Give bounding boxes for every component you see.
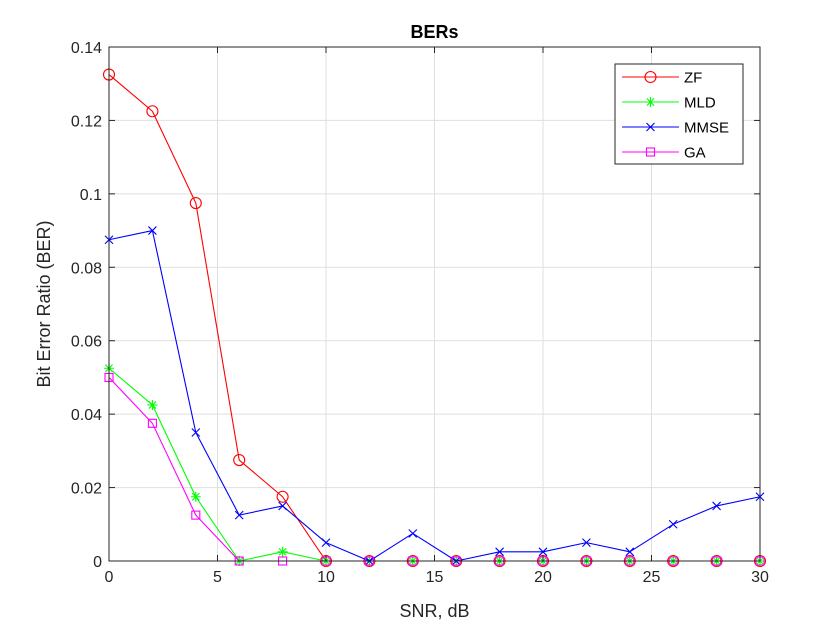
data-point-zf bbox=[189, 196, 202, 210]
x-tick-label: 5 bbox=[213, 569, 222, 586]
x-tick-label: 30 bbox=[751, 569, 769, 586]
legend-marker-zf bbox=[644, 70, 657, 84]
y-tick-label: 0.14 bbox=[71, 40, 102, 57]
data-point-mmse bbox=[408, 529, 418, 538]
legend-marker-mld bbox=[645, 97, 656, 107]
y-tick-label: 0.02 bbox=[71, 481, 102, 498]
legend: ZF MLD MMSE GA bbox=[614, 63, 744, 165]
legend-item-mld: MLD bbox=[622, 95, 716, 112]
data-point-ga bbox=[191, 510, 201, 520]
data-point-mmse bbox=[321, 538, 331, 548]
y-tick-label: 0 bbox=[93, 554, 102, 571]
legend-label-zf: ZF bbox=[684, 70, 702, 87]
series-line-mmse bbox=[108, 230, 761, 562]
x-tick-label: 25 bbox=[643, 569, 661, 586]
y-tick-label: 0.12 bbox=[71, 113, 102, 130]
x-tick-label: 20 bbox=[534, 569, 552, 586]
x-tick-label: 0 bbox=[105, 569, 114, 586]
legend-label-ga: GA bbox=[684, 145, 706, 162]
data-point-mmse bbox=[668, 519, 678, 529]
data-point-zf bbox=[276, 490, 289, 503]
data-point-mmse bbox=[191, 428, 201, 437]
legend-label-mmse: MMSE bbox=[684, 120, 729, 137]
y-tick-label: 0.06 bbox=[71, 334, 102, 351]
legend-item-ga: GA bbox=[622, 145, 706, 162]
legend-box bbox=[614, 63, 744, 165]
data-point-mmse bbox=[495, 547, 504, 557]
data-point-mld bbox=[147, 399, 158, 410]
x-axis-label: SNR, dB bbox=[399, 601, 469, 621]
legend-marker-ga bbox=[645, 147, 656, 157]
data-point-mmse bbox=[148, 226, 157, 235]
data-point-mmse bbox=[625, 547, 635, 557]
y-axis-label: Bit Error Ratio (BER) bbox=[34, 220, 54, 387]
data-point-ga bbox=[147, 418, 157, 428]
x-tick-label: 15 bbox=[426, 569, 444, 586]
legend-item-mmse: MMSE bbox=[622, 120, 729, 137]
y-tick-label: 0.1 bbox=[80, 187, 102, 204]
data-point-mmse bbox=[582, 538, 591, 548]
x-tick-label: 10 bbox=[317, 569, 335, 586]
data-point-mld bbox=[277, 546, 288, 557]
data-point-mld bbox=[190, 491, 201, 502]
legend-marker-mmse bbox=[646, 122, 655, 132]
data-point-mmse bbox=[234, 510, 244, 520]
data-point-zf bbox=[146, 105, 159, 118]
y-tick-label: 0.04 bbox=[71, 407, 102, 424]
chart-title: BERs bbox=[410, 22, 458, 42]
tick-layer: 0 5 10 15 20 25 30 0 0.02 0.04 0.06 0.08 0.1 0.12 0.14 bbox=[71, 40, 769, 586]
y-tick-label: 0.08 bbox=[71, 260, 102, 277]
data-point-zf bbox=[233, 453, 246, 467]
data-point-mmse bbox=[538, 547, 548, 557]
data-point-mmse bbox=[278, 501, 287, 511]
legend-item-zf: ZF bbox=[622, 70, 702, 87]
data-point-mmse bbox=[712, 501, 721, 511]
legend-label-mld: MLD bbox=[684, 95, 716, 112]
